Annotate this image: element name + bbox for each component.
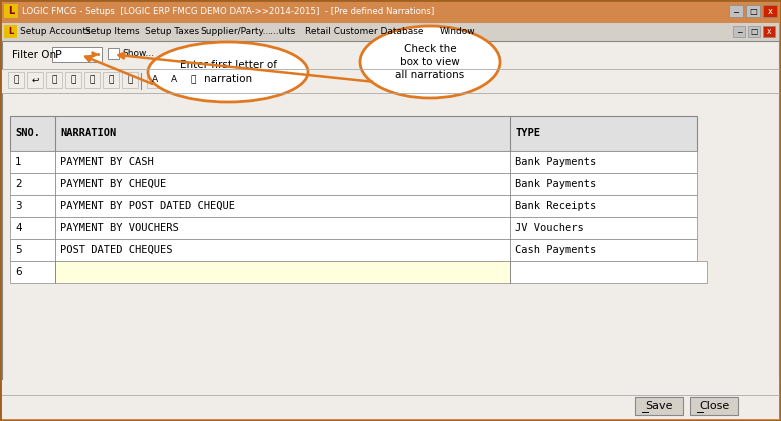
Text: LOGIC FMCG - Setups  [LOGIC ERP FMCG DEMO DATA->>2014-2015]  - [Pre defined Narr: LOGIC FMCG - Setups [LOGIC ERP FMCG DEMO… — [22, 8, 434, 16]
Text: ✕: ✕ — [209, 75, 216, 85]
Text: Setup Taxes: Setup Taxes — [145, 27, 199, 37]
Text: 📈: 📈 — [127, 75, 133, 85]
FancyBboxPatch shape — [27, 72, 43, 88]
Text: □: □ — [749, 7, 757, 16]
Text: 🖨: 🖨 — [191, 75, 196, 85]
Text: Check the
box to view
all narrations: Check the box to view all narrations — [395, 44, 465, 80]
FancyBboxPatch shape — [690, 397, 738, 415]
Text: A: A — [171, 75, 177, 85]
FancyBboxPatch shape — [10, 239, 697, 261]
FancyBboxPatch shape — [2, 41, 779, 418]
Text: 📄: 📄 — [70, 75, 76, 85]
FancyBboxPatch shape — [748, 26, 760, 37]
Text: 📁: 📁 — [52, 75, 57, 85]
FancyBboxPatch shape — [166, 72, 182, 88]
Text: Show...: Show... — [122, 50, 154, 59]
Text: Bank Payments: Bank Payments — [515, 157, 596, 167]
Text: PAYMENT BY VOUCHERS: PAYMENT BY VOUCHERS — [60, 223, 179, 233]
Text: 📊: 📊 — [89, 75, 95, 85]
FancyBboxPatch shape — [2, 2, 779, 22]
FancyBboxPatch shape — [147, 72, 163, 88]
Text: L: L — [8, 27, 13, 36]
Text: ↩: ↩ — [31, 75, 39, 85]
FancyBboxPatch shape — [763, 26, 775, 37]
FancyBboxPatch shape — [122, 72, 138, 88]
FancyBboxPatch shape — [746, 5, 760, 17]
FancyBboxPatch shape — [763, 5, 777, 17]
FancyBboxPatch shape — [2, 23, 779, 41]
Text: 4: 4 — [15, 223, 22, 233]
FancyBboxPatch shape — [10, 217, 697, 239]
Text: 3: 3 — [15, 201, 22, 211]
Text: PAYMENT BY POST DATED CHEQUE: PAYMENT BY POST DATED CHEQUE — [60, 201, 235, 211]
Text: x: x — [768, 7, 772, 16]
Text: ─: ─ — [733, 7, 739, 16]
FancyBboxPatch shape — [510, 261, 707, 283]
Text: Close: Close — [699, 401, 729, 411]
Text: Setup Items: Setup Items — [85, 27, 140, 37]
Ellipse shape — [360, 26, 500, 98]
Text: TYPE: TYPE — [515, 128, 540, 139]
Text: 6: 6 — [15, 267, 22, 277]
Text: 🔍: 🔍 — [109, 75, 114, 85]
Text: Setup Accounts: Setup Accounts — [20, 27, 91, 37]
FancyBboxPatch shape — [84, 72, 100, 88]
Text: □: □ — [751, 27, 758, 36]
FancyBboxPatch shape — [46, 72, 62, 88]
Text: NARRATION: NARRATION — [60, 128, 116, 139]
Ellipse shape — [148, 42, 308, 102]
FancyBboxPatch shape — [108, 48, 119, 59]
FancyBboxPatch shape — [733, 26, 745, 37]
Text: A: A — [152, 75, 158, 85]
Text: SNO.: SNO. — [15, 128, 40, 139]
Text: JV Vouchers: JV Vouchers — [515, 223, 583, 233]
Text: Supplier/Party...: Supplier/Party... — [200, 27, 271, 37]
Text: Retail Customer Database: Retail Customer Database — [305, 27, 423, 37]
FancyBboxPatch shape — [103, 72, 119, 88]
Text: Window: Window — [440, 27, 476, 37]
FancyBboxPatch shape — [2, 69, 779, 93]
Text: Bank Payments: Bank Payments — [515, 179, 596, 189]
Text: PAYMENT BY CHEQUE: PAYMENT BY CHEQUE — [60, 179, 166, 189]
FancyBboxPatch shape — [4, 4, 18, 18]
Text: L: L — [8, 6, 14, 16]
Text: 2: 2 — [15, 179, 22, 189]
Text: ...ults: ...ults — [270, 27, 295, 37]
Text: Save: Save — [645, 401, 672, 411]
FancyBboxPatch shape — [52, 47, 102, 62]
FancyBboxPatch shape — [10, 116, 697, 151]
FancyBboxPatch shape — [65, 72, 81, 88]
FancyBboxPatch shape — [729, 5, 743, 17]
Text: Bank Receipts: Bank Receipts — [515, 201, 596, 211]
FancyBboxPatch shape — [8, 72, 24, 88]
Text: Enter first letter of
narration: Enter first letter of narration — [180, 60, 276, 84]
FancyBboxPatch shape — [635, 397, 683, 415]
FancyBboxPatch shape — [10, 151, 697, 173]
FancyBboxPatch shape — [10, 173, 697, 195]
Text: POST DATED CHEQUES: POST DATED CHEQUES — [60, 245, 173, 255]
Text: ─: ─ — [736, 27, 741, 36]
FancyBboxPatch shape — [204, 72, 220, 88]
FancyBboxPatch shape — [4, 25, 17, 38]
Text: PAYMENT BY CASH: PAYMENT BY CASH — [60, 157, 154, 167]
FancyBboxPatch shape — [10, 261, 55, 283]
Text: P: P — [55, 50, 62, 59]
Text: Cash Payments: Cash Payments — [515, 245, 596, 255]
Text: Filter On: Filter On — [12, 50, 56, 60]
FancyBboxPatch shape — [55, 261, 510, 283]
FancyBboxPatch shape — [185, 72, 201, 88]
FancyBboxPatch shape — [2, 380, 779, 419]
Text: 💾: 💾 — [13, 75, 19, 85]
Text: 5: 5 — [15, 245, 22, 255]
FancyBboxPatch shape — [10, 195, 697, 217]
Text: x: x — [767, 27, 772, 36]
Text: 1: 1 — [15, 157, 22, 167]
